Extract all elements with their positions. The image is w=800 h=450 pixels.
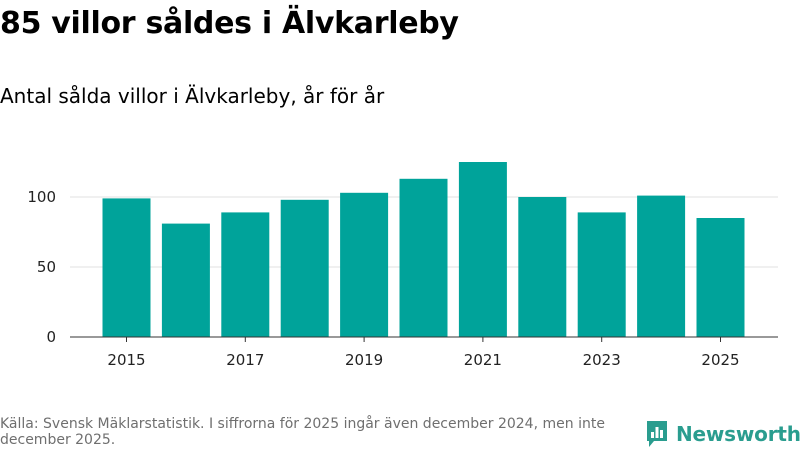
bar-2016 [161,223,210,337]
y-axis-ticks: 0 50 100 [27,188,56,346]
chart-title: 85 villor såldes i Älvkarleby [0,6,459,41]
bar-2017 [221,212,270,337]
bar-2022 [518,197,567,337]
bars [102,162,745,337]
bar-2021 [458,162,507,337]
y-tick-label: 100 [27,188,56,206]
brand-name: Newsworthy [676,422,800,446]
bar-2025 [696,218,745,337]
x-tick-label: 2023 [583,351,621,369]
bar-chart: 0 50 100 2015 2017 2019 2021 2023 2025 [27,162,778,369]
x-tick-label: 2015 [107,351,145,369]
x-tick-label: 2021 [464,351,502,369]
bar-2015 [102,198,151,337]
bar-2020 [399,178,448,337]
newsworthy-brand: Newsworthy [645,419,800,449]
x-tick-label: 2025 [701,351,739,369]
y-tick-label: 50 [37,258,56,276]
x-tick-label: 2019 [345,351,383,369]
newsworthy-logo-icon [647,421,667,447]
x-tick-label: 2017 [226,351,264,369]
source-note: Källa: Svensk Mäklarstatistik. I siffror… [0,416,605,448]
y-tick-label: 0 [46,328,56,346]
bar-2024 [637,195,686,337]
x-axis-ticks: 2015 2017 2019 2021 2023 2025 [107,337,740,369]
bar-2019 [340,192,389,337]
chart-subtitle: Antal sålda villor i Älvkarleby, år för … [0,84,385,108]
bar-2023 [577,212,626,337]
bar-2018 [280,199,329,337]
